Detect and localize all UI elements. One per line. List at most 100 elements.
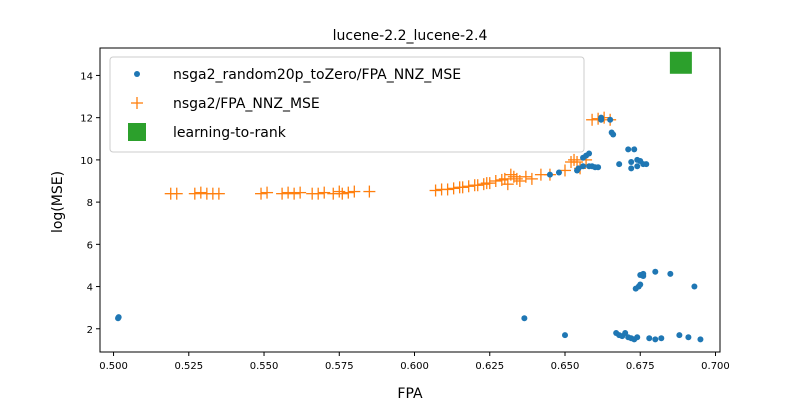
data-point	[212, 187, 225, 200]
legend-label: learning-to-rank	[173, 125, 287, 141]
data-point	[489, 175, 502, 187]
data-point	[697, 336, 704, 343]
y-tick-label: 14	[80, 71, 93, 82]
data-point	[312, 187, 325, 200]
y-tick-label: 12	[80, 114, 93, 125]
y-tick-label: 10	[80, 156, 93, 167]
data-point	[507, 170, 520, 183]
y-tick-label: 8	[87, 198, 93, 209]
data-point	[634, 163, 641, 170]
legend-entry-1: nsga2/FPA_NNZ_MSE	[131, 96, 320, 112]
data-point	[637, 281, 644, 288]
data-point	[333, 185, 346, 198]
plot-area	[99, 47, 721, 353]
y-axis: 2 4 6 8 10 12 14	[80, 71, 100, 336]
y-axis-label: log(MSE)	[50, 171, 66, 233]
data-point	[115, 314, 122, 321]
data-point	[294, 186, 307, 199]
x-tick-label: 0.650	[551, 361, 580, 372]
data-point	[255, 187, 268, 200]
data-point	[652, 336, 659, 343]
data-point	[580, 163, 587, 170]
x-tick-label: 0.600	[400, 361, 429, 372]
data-point	[562, 332, 568, 339]
data-point	[628, 165, 635, 172]
chart-title: lucene-2.2_lucene-2.4	[333, 28, 488, 44]
data-point	[471, 179, 484, 192]
data-point	[288, 187, 301, 200]
data-point	[546, 171, 553, 178]
x-tick-label: 0.550	[250, 361, 279, 372]
data-point	[610, 131, 617, 138]
legend-label: nsga2_random20p_toZero/FPA_NNZ_MSE	[173, 67, 461, 83]
data-point	[282, 186, 295, 199]
data-point	[276, 187, 289, 200]
data-point	[646, 335, 653, 342]
data-point	[483, 177, 496, 190]
data-point	[676, 332, 683, 339]
data-point	[640, 270, 647, 277]
data-point	[622, 330, 629, 336]
x-tick-label: 0.575	[325, 361, 354, 372]
legend-entry-0: nsga2_random20p_toZero/FPA_NNZ_MSE	[134, 67, 461, 83]
y-tick-label: 2	[87, 325, 93, 336]
x-tick-label: 0.500	[99, 361, 128, 372]
y-tick-label: 4	[87, 283, 93, 294]
data-point	[170, 187, 183, 200]
data-point	[363, 185, 376, 198]
data-point	[261, 186, 274, 199]
data-point	[456, 181, 469, 194]
data-point	[658, 335, 665, 342]
legend-entry-2: learning-to-rank	[128, 123, 287, 141]
data-point	[194, 186, 207, 199]
data-point	[652, 268, 659, 275]
data-point	[691, 283, 698, 290]
data-point	[669, 51, 692, 74]
data-point	[643, 161, 650, 168]
data-point	[501, 178, 514, 191]
legend-marker	[131, 97, 143, 109]
data-point	[568, 153, 581, 166]
legend: nsga2_random20p_toZero/FPA_NNZ_MSE nsga2/…	[109, 56, 585, 153]
legend-label: nsga2/FPA_NNZ_MSE	[173, 96, 320, 112]
data-point	[462, 180, 475, 193]
data-point	[336, 187, 349, 200]
data-point	[555, 169, 562, 176]
data-point	[628, 159, 635, 165]
data-point	[586, 113, 599, 126]
x-tick-label: 0.700	[701, 361, 730, 372]
data-point	[510, 172, 523, 185]
data-point	[575, 165, 582, 172]
data-point	[447, 182, 460, 195]
data-point	[348, 185, 361, 198]
legend-box	[109, 56, 585, 153]
data-point	[525, 172, 538, 185]
data-point	[521, 315, 528, 322]
data-point	[318, 186, 331, 199]
data-point	[477, 178, 490, 191]
data-point	[429, 184, 442, 197]
data-point	[513, 175, 526, 187]
data-point	[685, 334, 692, 341]
data-point	[607, 116, 614, 123]
data-point	[188, 187, 201, 200]
x-tick-label: 0.675	[626, 361, 655, 372]
x-tick-label: 0.625	[475, 361, 504, 372]
x-axis: 0.500 0.525 0.550 0.575 0.600 0.625 0.650 0.675…	[99, 352, 730, 372]
data-point	[598, 114, 605, 121]
plot-frame	[99, 47, 721, 353]
data-point	[625, 146, 632, 153]
data-point	[504, 168, 517, 181]
data-point	[595, 164, 602, 171]
data-point	[495, 173, 508, 186]
x-tick-label: 0.525	[174, 361, 203, 372]
legend-marker	[128, 123, 146, 141]
y-tick-label: 6	[87, 240, 93, 251]
series-2	[669, 51, 692, 74]
data-point	[498, 172, 511, 185]
data-point	[616, 161, 623, 168]
data-point	[519, 170, 532, 183]
series-0	[115, 114, 704, 343]
data-point	[634, 334, 641, 341]
